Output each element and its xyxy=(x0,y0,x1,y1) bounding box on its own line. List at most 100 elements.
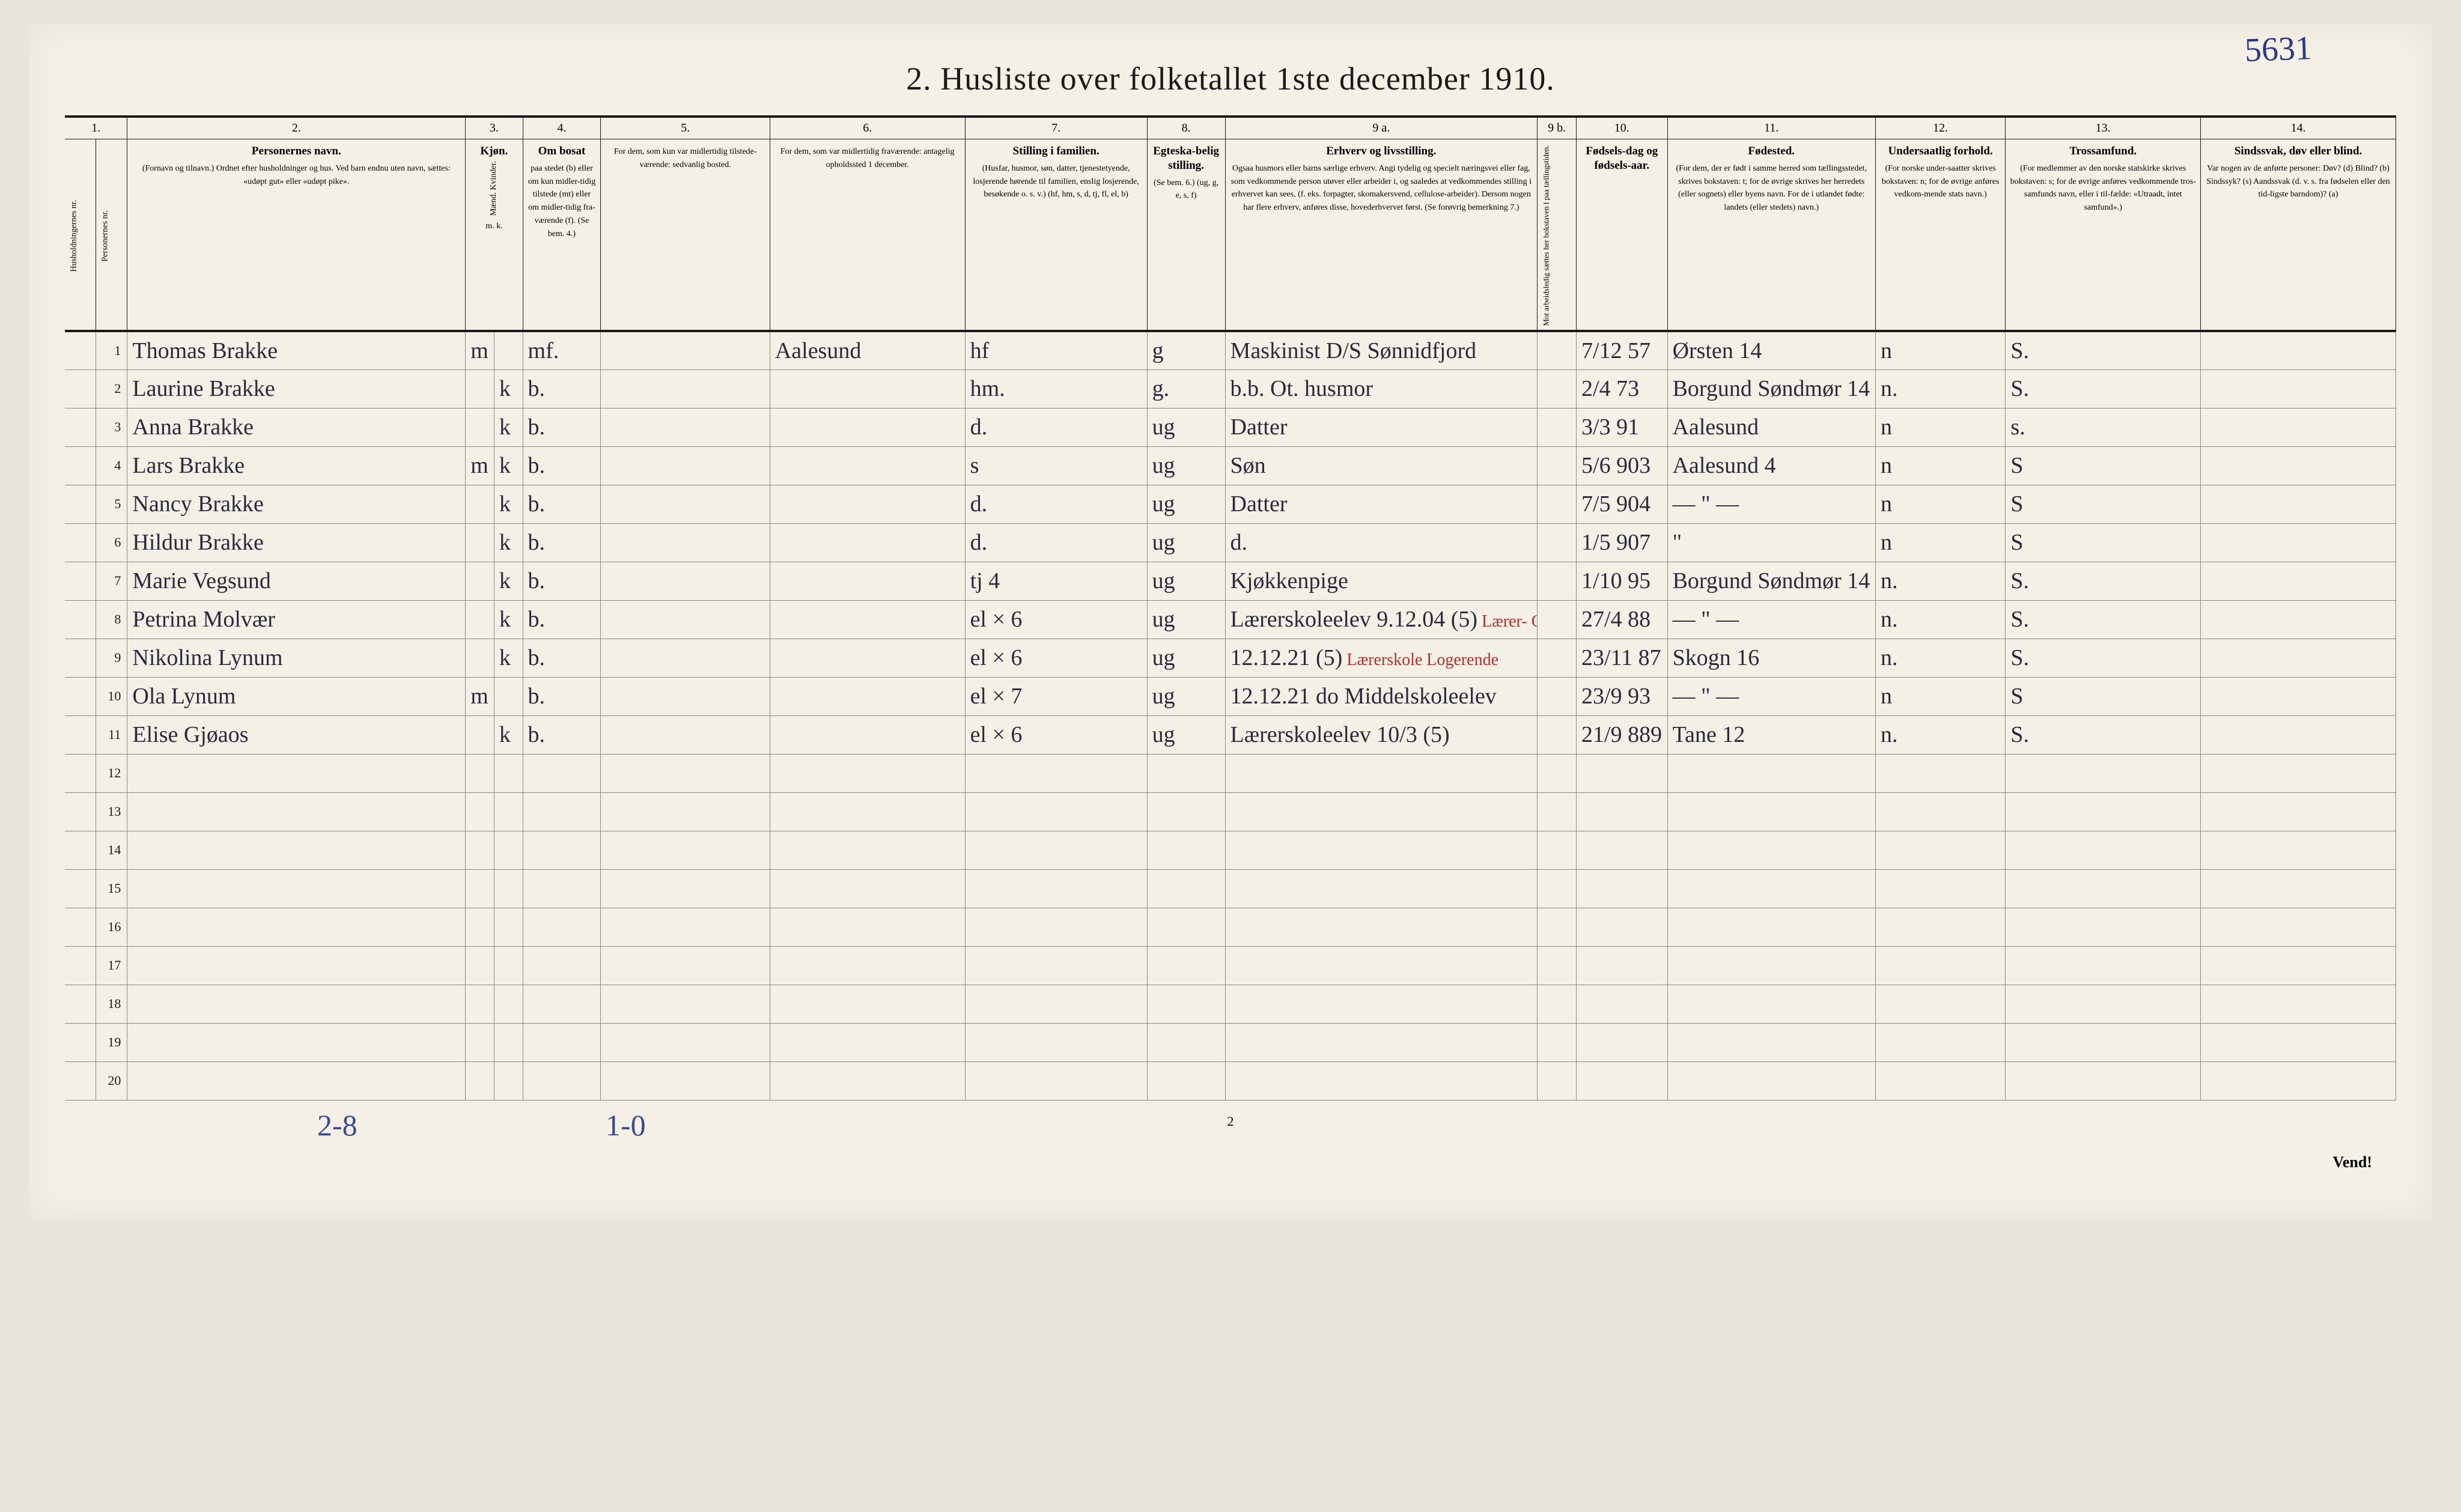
table-cell: b. xyxy=(523,677,601,715)
hdr-household-nr: Husholdningernes nr. xyxy=(65,139,96,332)
table-cell: Lars Brakke xyxy=(127,446,466,485)
table-cell xyxy=(1147,831,1225,869)
colnum-9a: 9 a. xyxy=(1225,117,1538,139)
table-cell xyxy=(770,600,965,639)
table-cell: Marie Vegsund xyxy=(127,562,466,600)
table-cell: Anna Brakke xyxy=(127,408,466,446)
table-cell xyxy=(2201,869,2396,908)
table-cell: b. xyxy=(523,600,601,639)
table-cell: Maskinist D/S Sønnidfjord xyxy=(1225,331,1538,369)
table-cell xyxy=(2006,1023,2201,1061)
table-cell xyxy=(1147,985,1225,1023)
table-cell xyxy=(523,1061,601,1100)
table-cell xyxy=(2201,369,2396,408)
colnum-2: 2. xyxy=(127,117,466,139)
table-cell: Borgund Søndmør 14 xyxy=(1667,562,1875,600)
table-cell xyxy=(601,408,770,446)
table-cell xyxy=(1538,331,1577,369)
table-cell: 1 xyxy=(96,331,127,369)
hdr-temp-present-text: For dem, som kun var midlertidig tilsted… xyxy=(614,147,757,169)
hdr-person-nr: Personernes nr. xyxy=(96,139,127,332)
table-cell xyxy=(601,1061,770,1100)
table-cell xyxy=(2201,985,2396,1023)
table-cell xyxy=(1538,677,1577,715)
table-cell: 3/3 91 xyxy=(1577,408,1668,446)
table-row: 2Laurine Brakkekb.hm.g.b.b. Ot. husmor2/… xyxy=(65,369,2396,408)
table-cell: n xyxy=(1875,485,2005,523)
table-cell xyxy=(65,792,96,831)
table-cell xyxy=(1538,869,1577,908)
table-cell: b. xyxy=(523,523,601,562)
table-cell: el × 7 xyxy=(965,677,1147,715)
table-cell xyxy=(1577,985,1668,1023)
table-cell: ug xyxy=(1147,485,1225,523)
table-cell xyxy=(466,754,494,792)
table-cell: k xyxy=(494,523,523,562)
table-cell xyxy=(965,792,1147,831)
table-cell xyxy=(127,985,466,1023)
table-cell: hm. xyxy=(965,369,1147,408)
colnum-14: 14. xyxy=(2201,117,2396,139)
table-row: 10Ola Lynummb.el × 7ug12.12.21 do Middel… xyxy=(65,677,2396,715)
table-cell: g xyxy=(1147,331,1225,369)
table-cell xyxy=(1875,908,2005,946)
table-cell xyxy=(1875,869,2005,908)
table-row: 14 xyxy=(65,831,2396,869)
table-cell xyxy=(1577,908,1668,946)
table-cell xyxy=(2201,792,2396,831)
hdr-dob-bold: Fødsels-dag og fødsels-aar. xyxy=(1580,144,1664,173)
table-cell xyxy=(65,600,96,639)
colnum-8: 8. xyxy=(1147,117,1225,139)
table-cell: n. xyxy=(1875,600,2005,639)
table-cell xyxy=(65,715,96,754)
table-row: 7Marie Vegsundkb.tj 4ugKjøkkenpige1/10 9… xyxy=(65,562,2396,600)
table-cell xyxy=(494,677,523,715)
table-cell xyxy=(1538,639,1577,677)
table-cell xyxy=(65,485,96,523)
hdr-marital-bold: Egteska-belig stilling. xyxy=(1151,144,1221,173)
table-row: 19 xyxy=(65,1023,2396,1061)
table-cell: b. xyxy=(523,408,601,446)
hdr-family-pos-text: (Husfar, husmor, søn, datter, tjenestety… xyxy=(973,164,1139,199)
table-cell xyxy=(2006,1061,2201,1100)
table-cell: n. xyxy=(1875,562,2005,600)
table-cell xyxy=(2006,831,2201,869)
table-cell xyxy=(1875,754,2005,792)
table-cell: Søn xyxy=(1225,446,1538,485)
table-cell xyxy=(1667,908,1875,946)
table-cell xyxy=(65,639,96,677)
table-cell xyxy=(1577,831,1668,869)
table-cell xyxy=(770,369,965,408)
table-cell xyxy=(1538,369,1577,408)
table-cell: k xyxy=(494,715,523,754)
table-cell: ug xyxy=(1147,523,1225,562)
table-cell xyxy=(494,985,523,1023)
table-row: 11Elise Gjøaoskb.el × 6ugLærerskoleelev … xyxy=(65,715,2396,754)
table-cell xyxy=(2006,908,2201,946)
colnum-13: 13. xyxy=(2006,117,2201,139)
hdr-temp-absent-text: For dem, som var midlertidig fraværende:… xyxy=(780,147,955,169)
table-cell xyxy=(1667,1023,1875,1061)
table-cell xyxy=(523,908,601,946)
table-cell xyxy=(770,754,965,792)
hdr-marital: Egteska-belig stilling. (Se bem. 6.) (ug… xyxy=(1147,139,1225,332)
table-cell xyxy=(1538,831,1577,869)
hdr-temp-absent: For dem, som var midlertidig fraværende:… xyxy=(770,139,965,332)
table-cell xyxy=(601,369,770,408)
table-cell xyxy=(1538,446,1577,485)
table-cell: b. xyxy=(523,485,601,523)
table-cell xyxy=(127,869,466,908)
table-cell: ug xyxy=(1147,408,1225,446)
hdr-birthplace: Fødested. (For dem, der er født i samme … xyxy=(1667,139,1875,332)
table-cell: b. xyxy=(523,562,601,600)
table-cell xyxy=(2201,677,2396,715)
table-row: 5Nancy Brakkekb.d.ugDatter7/5 904— " —nS xyxy=(65,485,2396,523)
table-cell xyxy=(1147,1023,1225,1061)
table-cell xyxy=(65,331,96,369)
table-cell xyxy=(1538,754,1577,792)
colnum-1: 1. xyxy=(65,117,127,139)
table-cell xyxy=(65,677,96,715)
table-cell xyxy=(601,523,770,562)
table-cell xyxy=(65,869,96,908)
hdr-occupation-text: Ogsaa husmors eller barns særlige erhver… xyxy=(1231,164,1532,212)
